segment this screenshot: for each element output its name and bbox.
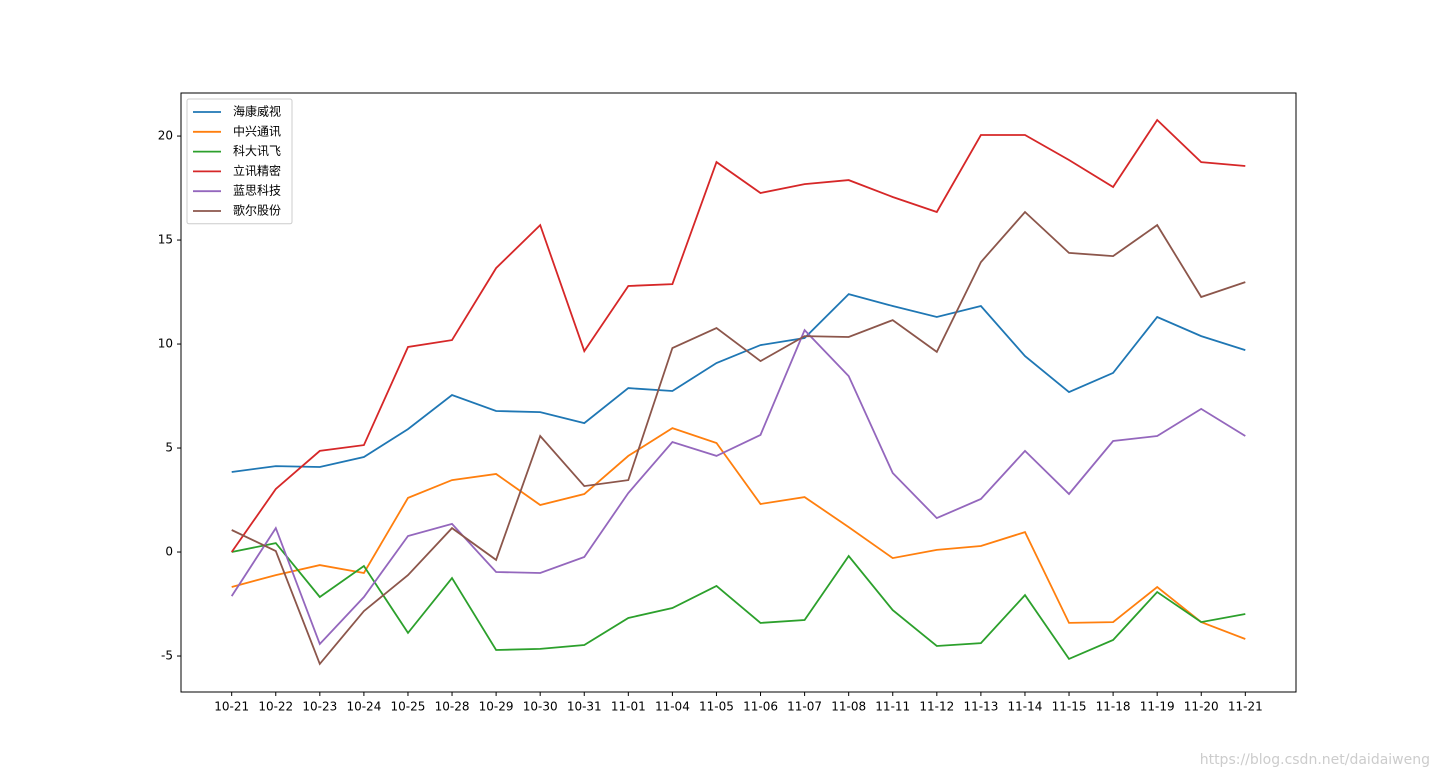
- y-tick-label: 15: [158, 233, 173, 247]
- series-line: [230, 328, 1246, 646]
- series-line: [231, 427, 1246, 640]
- watermark: https://blog.csdn.net/daidaiweng: [1200, 752, 1430, 768]
- x-tick-label: 11-14: [1008, 700, 1043, 714]
- legend-box: [186, 98, 293, 225]
- x-tick-label: 10-21: [214, 700, 249, 714]
- y-tick-label: 10: [158, 337, 173, 351]
- x-tick-label: 11-20: [1184, 700, 1219, 714]
- x-tick-label: 10-31: [567, 700, 602, 714]
- x-tick-label: 10-25: [391, 700, 426, 714]
- x-tick-label: 11-13: [963, 700, 998, 714]
- legend-label: 中兴通讯: [233, 123, 281, 138]
- legend-label: 海康威视: [233, 104, 281, 119]
- x-tick-label: 10-30: [523, 700, 558, 714]
- series-line: [230, 118, 1246, 553]
- x-tick-label: 11-12: [919, 700, 954, 714]
- x-tick-label: 11-21: [1228, 700, 1263, 714]
- x-tick-label: 10-23: [302, 700, 337, 714]
- x-tick-label: 10-24: [346, 700, 381, 714]
- x-tick-label: 10-29: [479, 700, 514, 714]
- x-tick-label: 11-18: [1096, 700, 1131, 714]
- x-tick-label: 11-19: [1140, 700, 1175, 714]
- legend-label: 歌尔股份: [233, 203, 281, 218]
- plot-frame: [180, 92, 1297, 693]
- x-tick-label: 10-28: [435, 700, 470, 714]
- legend-label: 立讯精密: [233, 163, 281, 178]
- x-tick-label: 11-06: [743, 700, 778, 714]
- x-tick-label: 11-11: [875, 700, 910, 714]
- legend-label: 科大讯飞: [233, 144, 281, 158]
- x-tick-label: 10-22: [258, 700, 293, 714]
- y-tick-label: 20: [158, 129, 173, 143]
- series-line: [231, 293, 1246, 473]
- x-tick-label: 11-15: [1052, 700, 1087, 714]
- y-tick-label: -5: [161, 649, 173, 663]
- x-tick-label: 11-04: [655, 700, 690, 714]
- legend-label: 蓝思科技: [233, 184, 281, 198]
- series-line: [231, 542, 1246, 661]
- x-tick-label: 11-05: [699, 700, 734, 714]
- series-line: [231, 210, 1246, 666]
- y-tick-label: 0: [165, 545, 173, 559]
- x-tick-label: 11-08: [831, 700, 866, 714]
- y-tick-label: 5: [165, 441, 173, 455]
- x-tick-label: 11-07: [787, 700, 822, 714]
- x-tick-label: 11-01: [611, 700, 646, 714]
